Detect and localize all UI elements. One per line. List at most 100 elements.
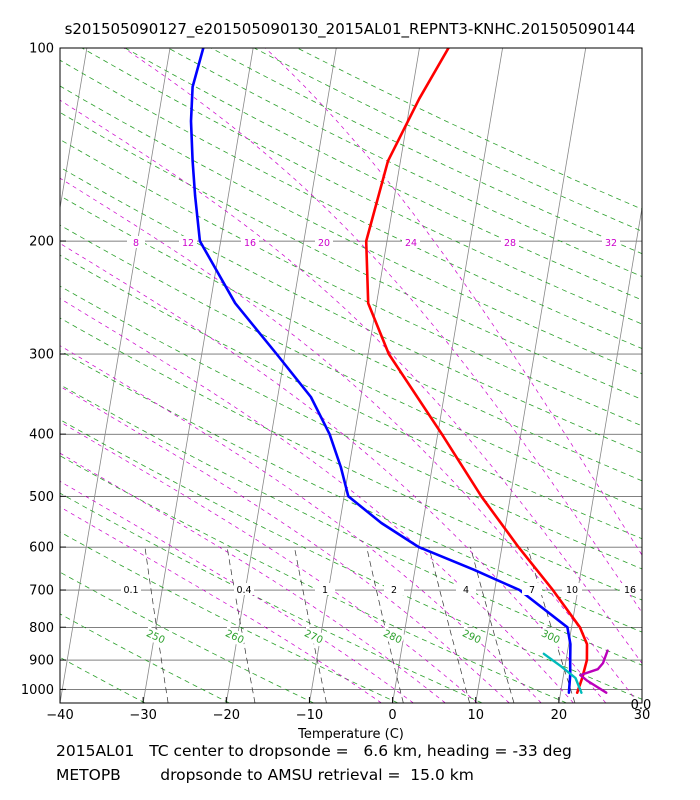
dry-adiabat-label-bg [380, 625, 406, 647]
dry-adiabat-line [60, 317, 642, 601]
mixing-ratio-label-bg [315, 583, 335, 595]
moist-adiabat-line [60, 421, 478, 703]
mixing-ratio-label: 0.1 [123, 585, 138, 596]
mixing-ratio-label-bg [121, 583, 141, 595]
retrieval-magenta-line [579, 649, 609, 694]
isotherm-line [392, 48, 503, 703]
footer-line-1: 2015AL01 TC center to dropsonde = 6.6 km… [56, 742, 572, 760]
data-series [189, 48, 609, 694]
moist-adiabat-line [60, 480, 414, 703]
retrieval-cyan-line [542, 652, 583, 694]
mixing-ratio-line [366, 547, 404, 703]
x-tick-label: −20 [213, 708, 240, 723]
isotherm-line [641, 700, 642, 703]
y-tick-label: 100 [29, 42, 54, 57]
mixing-ratio-label-bg [620, 583, 640, 595]
dry-adiabat-line [60, 139, 642, 427]
dry-adiabat-line [60, 492, 483, 703]
plot-frame [59, 47, 643, 704]
moist-adiabat-line [60, 99, 642, 664]
dry-adiabat-line [60, 656, 146, 703]
y-tick-label: 800 [29, 621, 54, 636]
dry-adiabat-line [60, 111, 642, 400]
dry-adiabat-label-bg [538, 625, 564, 647]
mixing-ratio-line [294, 547, 327, 703]
moist-label-bg [241, 236, 259, 248]
moist-adiabat-label: 32 [605, 238, 617, 249]
y-tick-label: 200 [29, 235, 54, 250]
moist-adiabat-line [60, 385, 510, 703]
y-tick-label: 400 [29, 428, 54, 443]
mixing-ratio-label-bg [562, 583, 582, 595]
mixing-ratio-label: 10 [566, 585, 578, 596]
axes: −40 −30 −20 −10 0 10 20 30 100 200 300 400 500 600 700… [21, 42, 651, 724]
dry-adiabat-line [60, 59, 642, 349]
moist-adiabat-label: 8 [133, 238, 139, 249]
mixing-ratio-line [226, 547, 256, 703]
dry-adiabat-line [60, 195, 642, 482]
mixing-ratio-label: 16 [624, 585, 636, 596]
dry-adiabat-line [254, 48, 642, 232]
y-tick-label: 700 [29, 584, 54, 599]
dry-adiabat-label-bg [222, 625, 248, 647]
moist-label-bg [179, 236, 197, 248]
x-tick-label: −30 [129, 708, 156, 723]
dry-adiabat-line [60, 350, 642, 633]
y-tick-label: 900 [29, 654, 54, 669]
moist-label-bg [315, 236, 333, 248]
mixing-ratio-label-bg [234, 583, 254, 595]
dry-adiabat-line [60, 702, 61, 703]
moist-label-bg [402, 236, 420, 248]
mixing-ratio-label-bg [456, 583, 476, 595]
y-tick-label: 500 [29, 490, 54, 505]
x-tick-label: 0 [388, 708, 396, 723]
moist-label-bg [602, 236, 620, 248]
dry-adiabat-line [60, 224, 642, 510]
isotherm-line [475, 48, 587, 703]
moist-adiabat-line [60, 452, 446, 703]
dry-adiabat-line [60, 166, 642, 454]
temperature-line [364, 48, 589, 694]
mixing-ratio-label: 4 [463, 585, 469, 596]
isotherm-line [142, 48, 254, 703]
moist-adiabat-line [123, 48, 642, 614]
isotherm-line [60, 48, 88, 211]
isotherm-line [225, 48, 337, 703]
dry-adiabat-line [60, 384, 642, 666]
mixing-ratio-label: 7 [529, 585, 535, 596]
x-tick-label: 20 [551, 708, 568, 723]
dry-adiabat-line [60, 254, 642, 540]
moist-adiabat-label: 24 [405, 238, 417, 249]
moist-adiabat-label: 20 [318, 238, 330, 249]
dry-adiabat-line [60, 531, 399, 703]
dewpoint-line [189, 48, 572, 694]
x-tick-label: 30 [634, 708, 651, 723]
dry-adiabat-label-bg [301, 625, 327, 647]
moist-adiabat-line [60, 345, 542, 703]
mixing-ratio-label: 1 [322, 585, 328, 596]
moist-adiabat-line [60, 243, 607, 703]
x-tick-label: 10 [467, 708, 484, 723]
moist-label-bg [501, 236, 519, 248]
chart-title: s201505090127_e201505090130_2015AL01_REP… [64, 20, 636, 38]
moist-adiabat-line [265, 48, 642, 556]
mixing-ratio-label-bg [522, 583, 542, 595]
dry-adiabat-line [60, 571, 314, 703]
grid-lines [60, 48, 642, 703]
dry-adiabat-line [167, 48, 642, 278]
dry-adiabat-line [81, 48, 642, 325]
moist-adiabat-label: 12 [182, 238, 194, 249]
footer-line-2: METOPB dropsonde to AMSU retrieval = 15.… [56, 766, 474, 784]
dry-adiabat-line [60, 419, 642, 700]
isotherm-line [60, 48, 171, 703]
moist-adiabat-line [60, 298, 574, 703]
mixing-ratio-line [144, 547, 169, 703]
moist-adiabat-line [60, 506, 382, 703]
y-tick-label: 300 [29, 348, 54, 363]
mixing-ratio-line [527, 546, 576, 703]
moist-adiabat-label: 28 [504, 238, 516, 249]
x-tick-label: −40 [46, 708, 73, 723]
